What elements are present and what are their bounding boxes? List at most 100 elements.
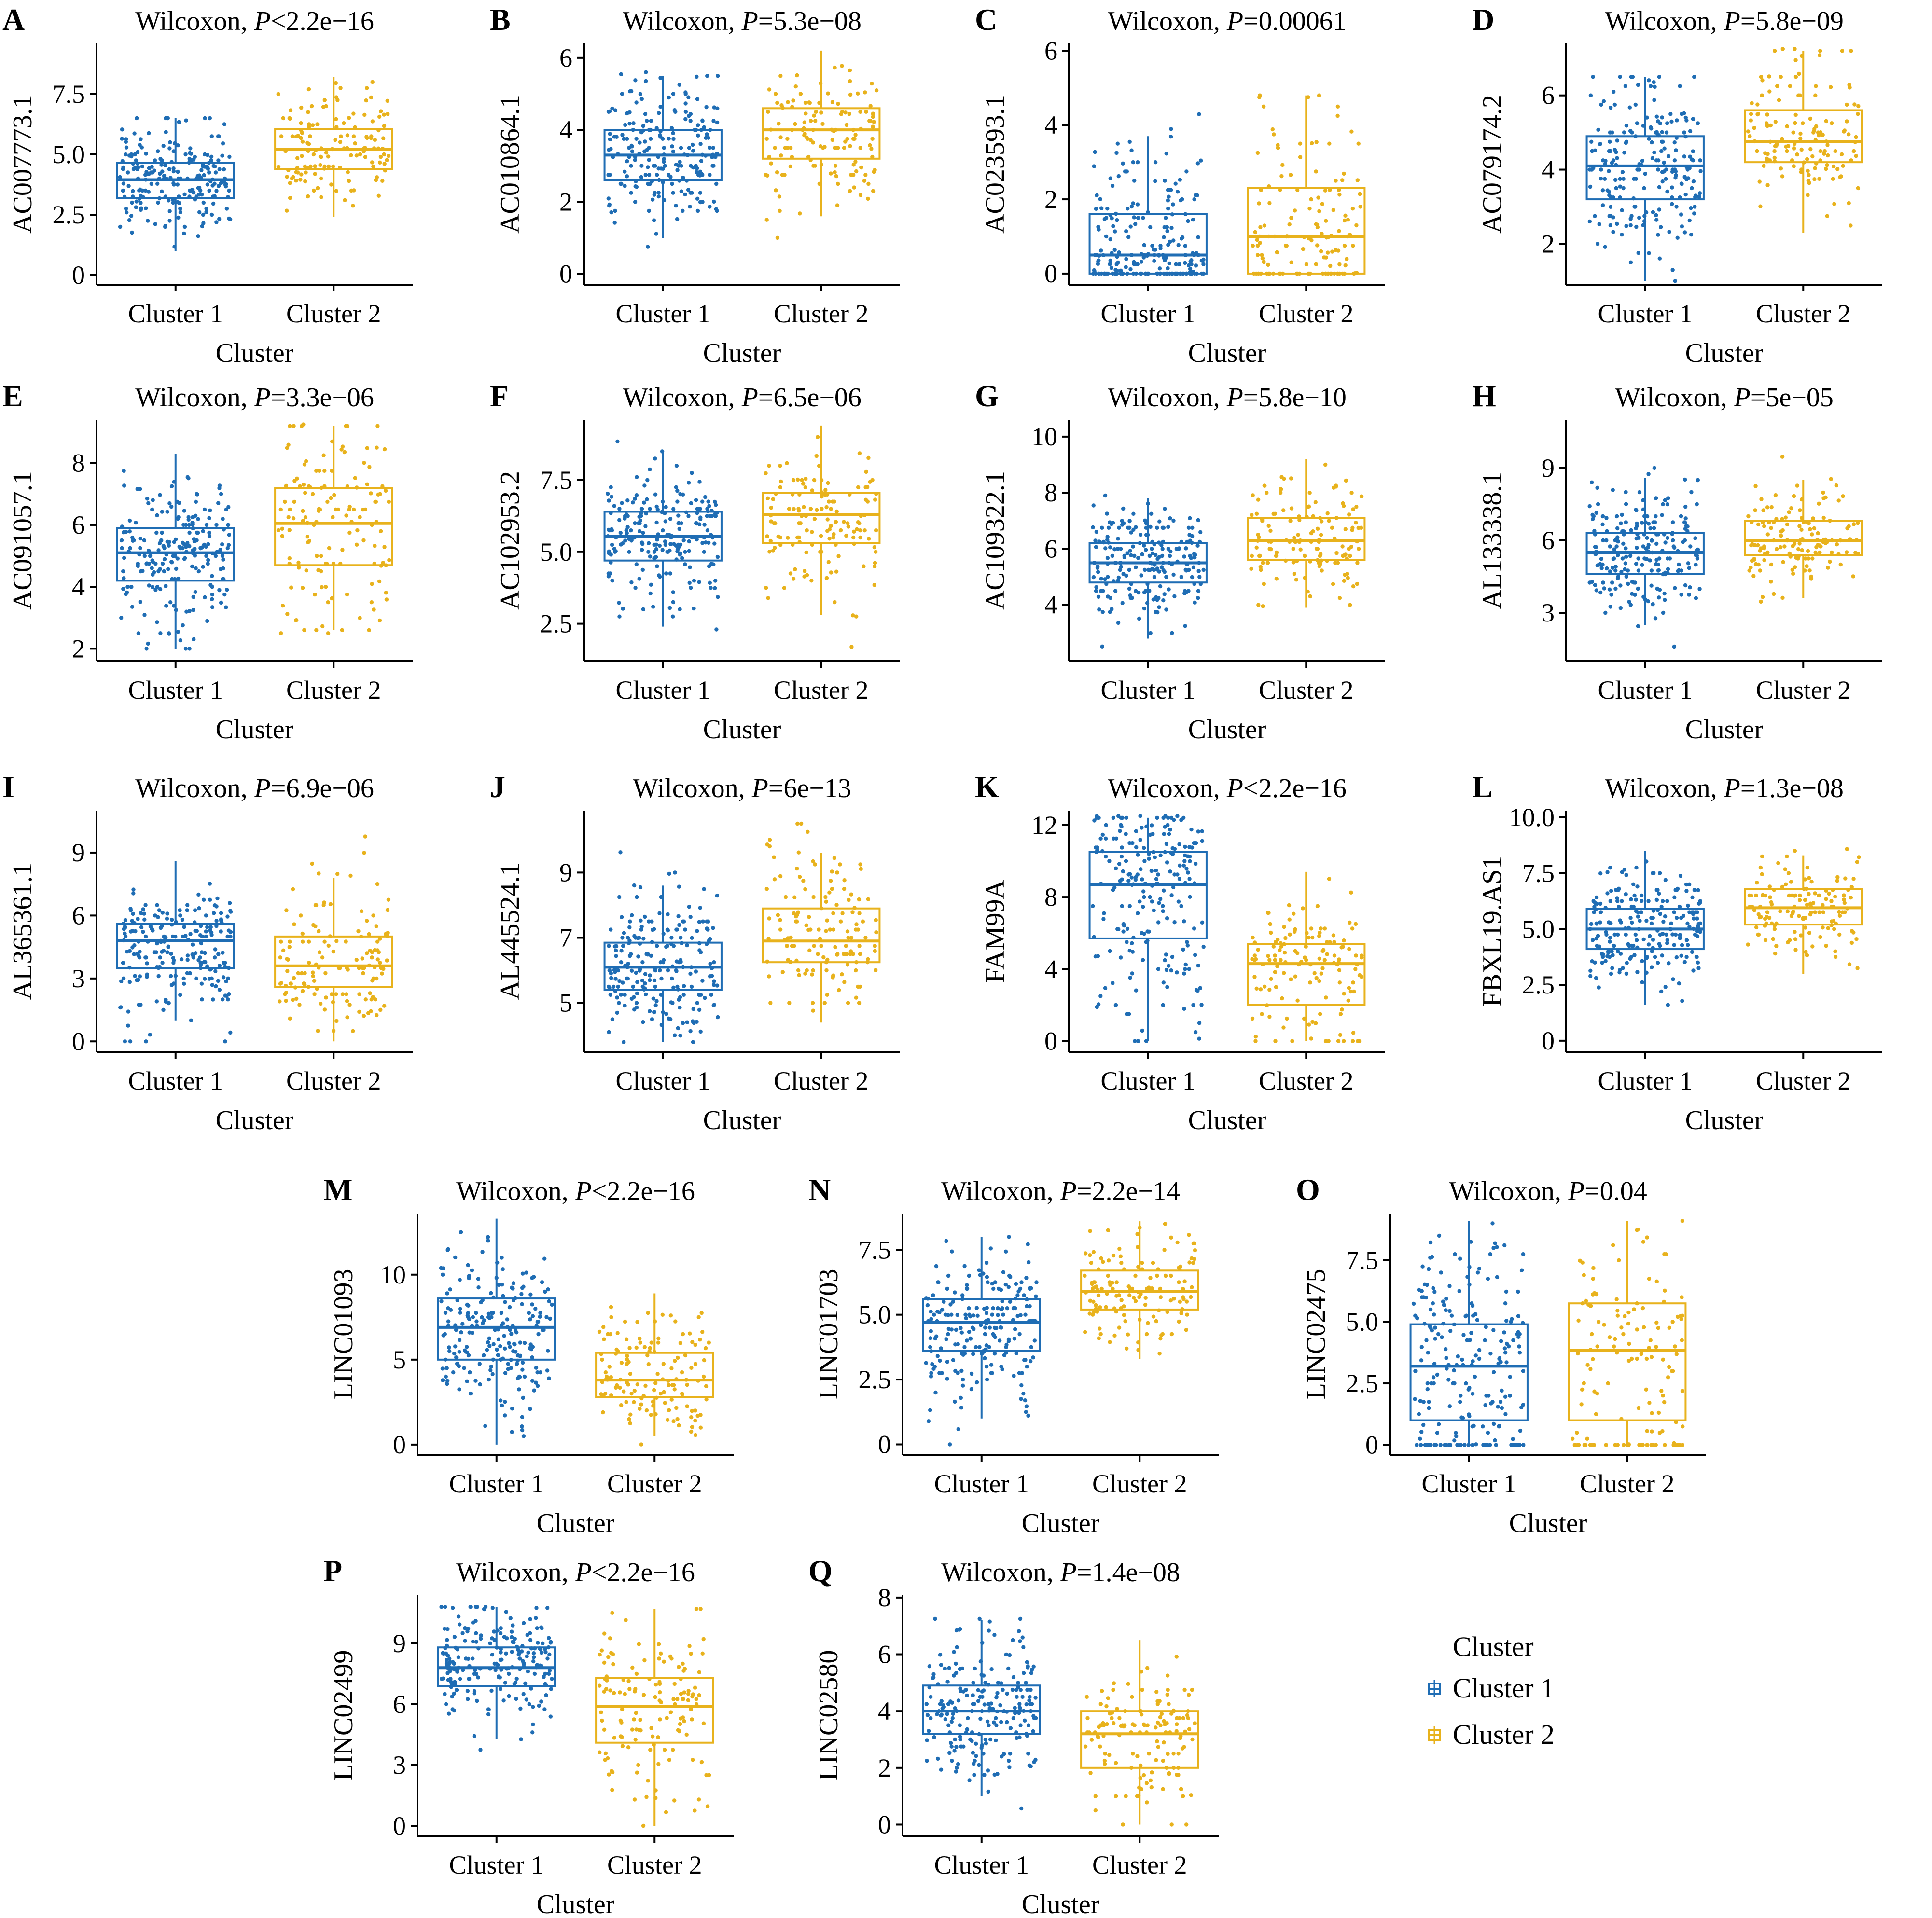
data-point bbox=[1800, 548, 1804, 552]
data-point bbox=[1273, 953, 1277, 958]
data-point bbox=[1164, 255, 1168, 260]
points-k-cluster-2 bbox=[1250, 877, 1364, 1043]
data-point bbox=[1281, 1025, 1286, 1030]
data-point bbox=[1185, 562, 1190, 566]
data-point bbox=[1611, 488, 1615, 492]
data-point bbox=[685, 1404, 689, 1408]
data-point bbox=[1140, 826, 1144, 830]
data-point bbox=[127, 529, 132, 534]
data-point bbox=[1793, 112, 1798, 117]
data-point bbox=[675, 499, 680, 504]
data-point bbox=[1805, 520, 1810, 524]
data-point bbox=[1136, 216, 1140, 220]
data-point bbox=[795, 821, 800, 826]
data-point bbox=[158, 955, 162, 960]
data-point bbox=[1603, 162, 1608, 166]
data-point bbox=[1685, 921, 1690, 926]
data-point bbox=[211, 997, 215, 1002]
data-point bbox=[139, 911, 143, 915]
data-point bbox=[1315, 243, 1320, 248]
data-point bbox=[779, 153, 783, 158]
data-point bbox=[848, 144, 852, 148]
data-point bbox=[195, 530, 199, 535]
data-point bbox=[1171, 572, 1176, 577]
data-point bbox=[608, 173, 612, 177]
data-point bbox=[694, 498, 698, 502]
data-point bbox=[1814, 124, 1819, 128]
data-point bbox=[873, 561, 877, 565]
data-point bbox=[313, 172, 317, 176]
data-point bbox=[638, 518, 642, 523]
data-point bbox=[1322, 926, 1327, 931]
data-point bbox=[185, 953, 190, 958]
data-point bbox=[1256, 948, 1260, 952]
y-tick-label-d: 4 bbox=[1542, 155, 1555, 184]
data-point bbox=[1658, 225, 1663, 229]
data-point bbox=[1798, 538, 1803, 543]
data-point bbox=[214, 924, 219, 928]
data-point bbox=[1695, 502, 1699, 507]
data-point bbox=[178, 913, 182, 918]
data-point bbox=[641, 531, 645, 535]
title-p-label-l: P bbox=[1724, 773, 1740, 803]
data-point bbox=[483, 1424, 487, 1428]
data-point bbox=[677, 884, 681, 889]
data-point bbox=[373, 544, 377, 548]
points-k-cluster-1 bbox=[1091, 814, 1206, 1043]
data-point bbox=[1135, 202, 1140, 207]
data-point bbox=[1094, 850, 1098, 855]
data-point bbox=[1779, 533, 1783, 538]
data-point bbox=[637, 577, 641, 581]
data-point bbox=[631, 500, 635, 505]
data-point bbox=[1134, 845, 1139, 850]
data-point bbox=[829, 570, 834, 575]
data-point bbox=[1796, 547, 1801, 552]
y-tick-label-e: 4 bbox=[72, 572, 85, 601]
data-point bbox=[1832, 927, 1836, 931]
data-point bbox=[1810, 154, 1815, 159]
data-point bbox=[1601, 99, 1606, 103]
data-point bbox=[155, 941, 159, 946]
data-point bbox=[527, 1311, 531, 1315]
data-point bbox=[625, 965, 630, 969]
data-point bbox=[777, 194, 782, 199]
data-point bbox=[323, 971, 328, 976]
data-point bbox=[322, 939, 327, 944]
iqr-box bbox=[1247, 943, 1366, 1006]
data-point bbox=[1275, 250, 1279, 255]
data-point bbox=[811, 859, 815, 864]
data-point bbox=[831, 535, 835, 540]
data-point bbox=[217, 988, 222, 992]
data-point bbox=[455, 1298, 459, 1302]
panel-l: L Wilcoxon, P=1.3e−0802.55.07.510.0Cluste… bbox=[1472, 770, 1882, 1135]
x-tick-label-a-cluster-1: Cluster 1 bbox=[128, 299, 223, 328]
data-point bbox=[1819, 544, 1823, 549]
data-point bbox=[1799, 497, 1804, 502]
points-i-cluster-2 bbox=[278, 834, 391, 1033]
data-point bbox=[640, 541, 645, 546]
data-point bbox=[1635, 545, 1639, 550]
data-point bbox=[208, 967, 213, 971]
data-point bbox=[767, 974, 771, 979]
data-point bbox=[1194, 263, 1198, 268]
data-point bbox=[1588, 927, 1592, 931]
data-point bbox=[648, 467, 652, 472]
data-point bbox=[534, 1366, 539, 1370]
panel-title-g: Wilcoxon, P=5.8e−10 bbox=[1108, 383, 1347, 413]
data-point bbox=[200, 224, 205, 229]
title-test-e: Wilcoxon, bbox=[135, 383, 254, 413]
data-point bbox=[193, 928, 197, 933]
data-point bbox=[1166, 547, 1170, 551]
data-point bbox=[797, 973, 801, 978]
data-point bbox=[1663, 878, 1668, 883]
data-point bbox=[164, 584, 168, 588]
data-point bbox=[1620, 208, 1624, 213]
data-point bbox=[1279, 491, 1283, 495]
data-point bbox=[1821, 515, 1826, 520]
data-point bbox=[614, 954, 618, 958]
data-point bbox=[511, 1281, 516, 1285]
data-point bbox=[361, 1014, 366, 1018]
data-point bbox=[849, 936, 854, 940]
data-point bbox=[623, 184, 627, 188]
